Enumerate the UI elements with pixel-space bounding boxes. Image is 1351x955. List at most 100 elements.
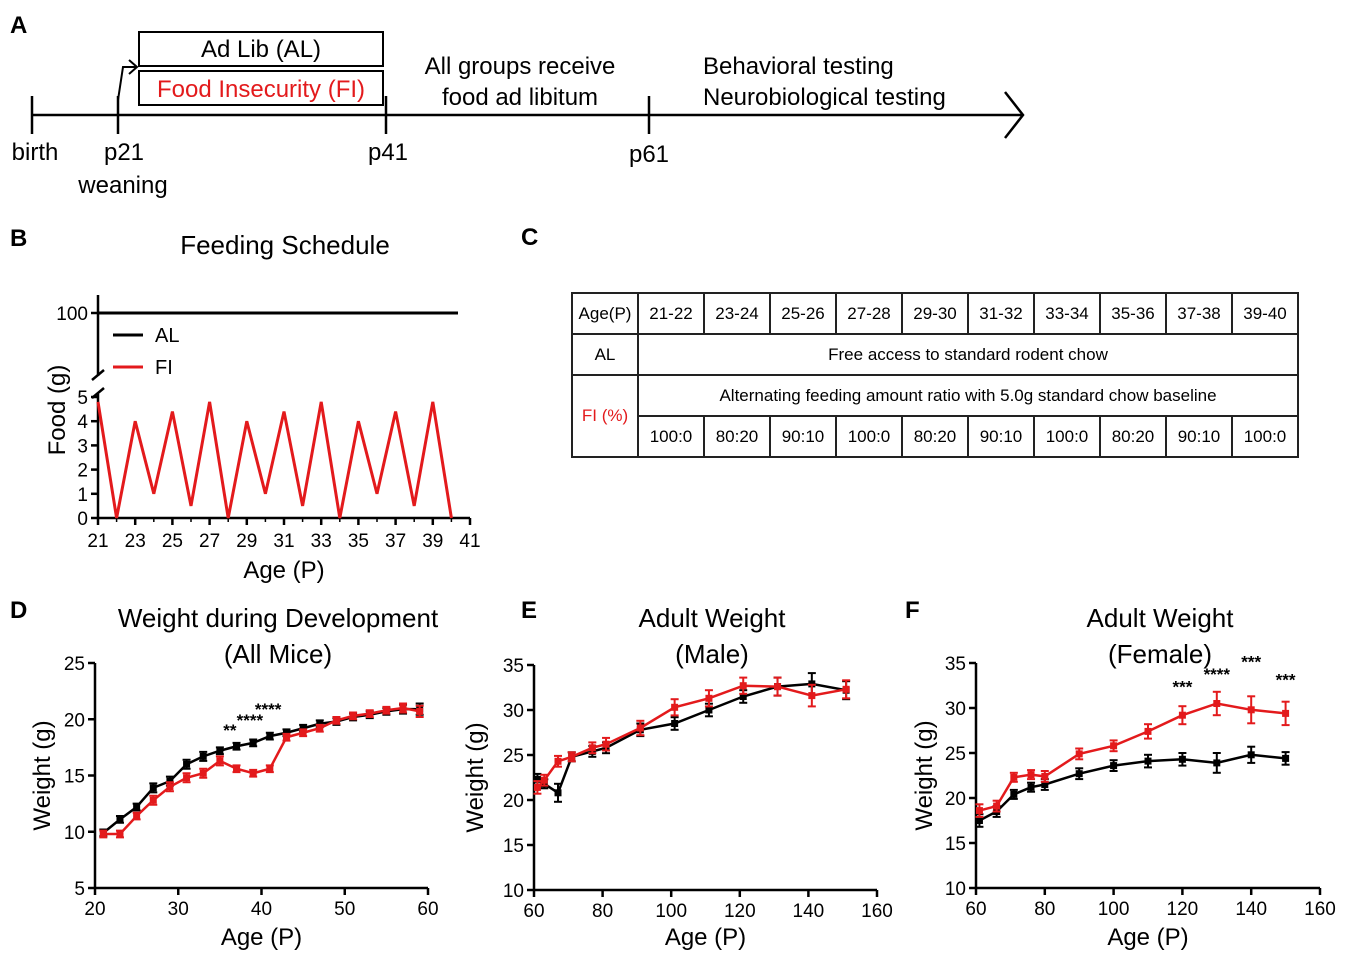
data-point (705, 694, 713, 702)
y-axis-label: Food (g) (44, 365, 71, 456)
data-point (540, 776, 548, 784)
age-cell: 33-34 (1033, 292, 1101, 335)
data-point (554, 757, 562, 765)
x-axis-label: Age (P) (221, 924, 302, 951)
data-point (299, 724, 307, 732)
table-fi-row: FI (%) Alternating feeding amount ratio … (571, 374, 1299, 458)
y-tick-label: 3 (77, 436, 88, 457)
data-point (116, 830, 124, 838)
data-point (739, 682, 747, 690)
data-point (774, 683, 782, 691)
panel-letter: D (10, 597, 27, 624)
data-point (1178, 711, 1186, 719)
axis-break-mark (91, 369, 105, 381)
x-tick-label: 160 (1304, 899, 1336, 920)
data-point (671, 720, 679, 727)
note-line-1: All groups receive (425, 53, 616, 80)
data-point (133, 812, 141, 820)
y-tick-label: 4 (77, 412, 88, 433)
data-point (282, 733, 290, 741)
al-box (138, 31, 384, 67)
data-point (602, 740, 610, 748)
timeline-arrowhead (1004, 91, 1025, 139)
y-tick-label: 25 (64, 654, 85, 675)
data-point (1075, 770, 1083, 778)
age-cell: 31-32 (967, 292, 1035, 335)
x-tick-label: 60 (417, 899, 438, 920)
age-cell: 39-40 (1231, 292, 1299, 335)
fi-box (138, 70, 384, 106)
data-point (1144, 727, 1152, 735)
label-p21: p21 (104, 139, 144, 166)
age-cell: 37-38 (1165, 292, 1233, 335)
note-line-2: food ad libitum (442, 84, 598, 111)
chart-weight-development: D Weight during Development (All Mice) Age … (10, 597, 439, 951)
series-line-fi (96, 401, 453, 519)
fi-row-text: Alternating feeding amount ratio with 5.… (637, 374, 1299, 417)
y-tick-label: 30 (945, 699, 966, 720)
age-cell: 25-26 (769, 292, 837, 335)
data-point (382, 706, 390, 714)
y-tick-label: 0 (77, 509, 88, 530)
data-point (183, 774, 191, 782)
al-row-text: Free access to standard rodent chow (637, 333, 1299, 376)
data-point (233, 765, 241, 773)
significance-mark: **** (1204, 665, 1231, 684)
significance-mark: *** (1241, 653, 1261, 672)
data-point (266, 732, 274, 740)
y-tick-label: 25 (503, 746, 524, 767)
panel-a: A Ad Lib (AL) Food Insecurity (FI) All g… (10, 12, 1025, 199)
ratio-cell: 90:10 (769, 415, 837, 458)
y-tick-label: 100 (56, 304, 88, 325)
chart-subtitle: (Male) (675, 639, 749, 669)
data-point (216, 757, 224, 765)
significance-mark: **** (237, 711, 264, 730)
data-point (183, 760, 191, 768)
data-point (1010, 790, 1018, 798)
data-point (671, 703, 679, 711)
x-axis-label: Age (P) (243, 557, 324, 584)
data-point (1213, 759, 1221, 767)
y-tick-label: 15 (945, 834, 966, 855)
x-tick-label: 80 (592, 901, 613, 922)
significance-mark: *** (1276, 671, 1296, 690)
data-point (636, 724, 644, 732)
data-point (975, 807, 983, 815)
y-tick-label: 35 (945, 654, 966, 675)
data-point (1010, 773, 1018, 781)
series-line-fi (536, 684, 847, 789)
weaning-arrow (117, 66, 137, 101)
y-tick-label: 1 (77, 485, 88, 506)
chart-adult-weight-female: F Adult Weight (Female) Age (P) Weight (g) 10… (905, 597, 1336, 951)
chart-subtitle: (Female) (1108, 639, 1212, 669)
y-tick-label: 2 (77, 461, 88, 482)
y-tick-label: 15 (64, 767, 85, 788)
significance-mark: **** (255, 700, 282, 719)
data-point (316, 724, 324, 732)
al-row-label: AL (571, 333, 639, 376)
data-point (993, 802, 1001, 810)
label-p41: p41 (368, 139, 408, 166)
data-point (1110, 742, 1118, 750)
data-point (399, 704, 407, 712)
x-tick-label: 120 (724, 901, 756, 922)
x-tick-label: 33 (311, 531, 332, 552)
data-point (1282, 754, 1290, 762)
data-point (166, 783, 174, 791)
data-point (249, 739, 257, 747)
x-tick-label: 80 (1034, 899, 1055, 920)
table-ratio-row: 100:0 80:20 90:10 100:0 80:20 90:10 100:… (572, 415, 1299, 458)
data-point (416, 707, 424, 715)
y-axis-label: Weight (g) (462, 722, 489, 832)
feeding-table: Age(P) 21-22 23-24 25-26 27-28 29-30 31-… (571, 292, 1299, 458)
ratio-cell: 100:0 (637, 415, 705, 458)
data-point (99, 830, 107, 838)
testing-line-2: Neurobiological testing (703, 84, 946, 111)
ratio-cell: 80:20 (703, 415, 771, 458)
data-point (1027, 783, 1035, 791)
age-cell: 27-28 (835, 292, 903, 335)
data-point (1247, 706, 1255, 714)
data-point (568, 753, 576, 761)
y-axis-label: Weight (g) (911, 720, 938, 830)
significance-mark: *** (1172, 678, 1192, 697)
